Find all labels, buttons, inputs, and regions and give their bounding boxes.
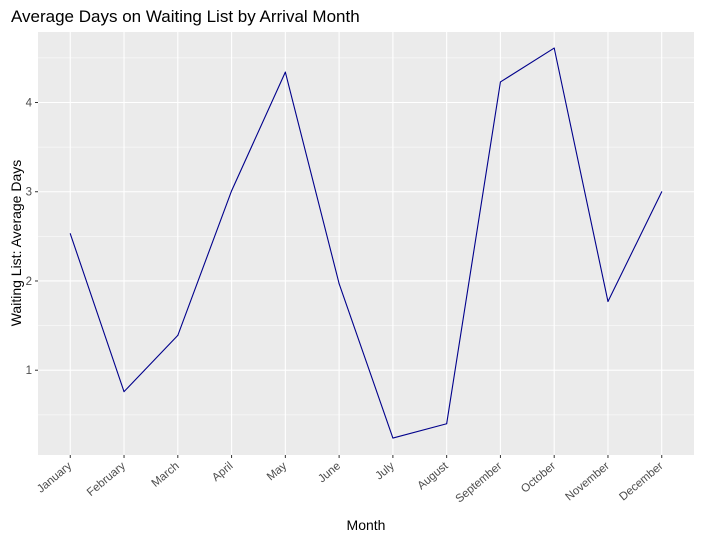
- x-tick-label-5: June: [316, 460, 343, 485]
- y-tick-label-0: 1: [26, 365, 32, 377]
- data-point-february: [123, 391, 125, 393]
- data-point-october: [553, 47, 555, 49]
- x-tick-label-2: March: [150, 460, 182, 490]
- x-tick-label-6: July: [373, 460, 397, 482]
- x-tick-label-3: April: [210, 460, 235, 484]
- chart-title: Average Days on Waiting List by Arrival …: [11, 7, 360, 26]
- data-point-may: [284, 71, 286, 73]
- x-tick-label-10: November: [564, 460, 612, 503]
- data-point-march: [177, 334, 179, 336]
- series-group: [69, 47, 663, 439]
- data-point-november: [607, 301, 609, 303]
- x-axis: January February March April May June July Augu…: [35, 455, 666, 505]
- data-point-august: [446, 423, 448, 425]
- x-tick-label-7: August: [415, 460, 451, 493]
- x-tick-label-4: May: [265, 460, 290, 483]
- x-tick-label-8: September: [454, 460, 505, 505]
- data-point-july: [392, 437, 394, 439]
- data-point-june: [338, 283, 340, 285]
- y-tick-label-2: 3: [26, 187, 32, 199]
- x-axis-title: Month: [347, 517, 386, 533]
- x-tick-label-9: October: [519, 460, 558, 496]
- x-tick-label-0: January: [35, 460, 74, 496]
- minor-gridlines: [38, 57, 694, 416]
- y-tick-label-1: 2: [26, 276, 32, 288]
- x-tick-label-11: December: [617, 460, 665, 503]
- data-point-december: [661, 191, 663, 193]
- data-point-september: [499, 81, 501, 83]
- data-point-april: [231, 190, 233, 192]
- data-point-january: [69, 233, 71, 235]
- series-line-0: [69, 47, 663, 439]
- y-tick-label-3: 4: [26, 98, 33, 110]
- y-axis-title: Waiting List: Average Days: [8, 160, 24, 327]
- x-tick-label-1: February: [85, 460, 128, 499]
- y-axis: 1 2 3 4: [26, 98, 38, 377]
- major-gridlines: [38, 32, 694, 455]
